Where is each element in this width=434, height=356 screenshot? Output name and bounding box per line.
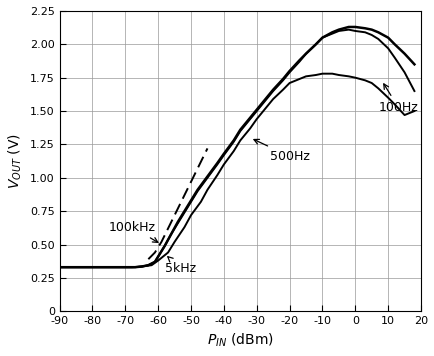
Text: 100kHz: 100kHz: [108, 221, 158, 242]
Text: 5kHz: 5kHz: [164, 257, 195, 275]
Text: 100Hz: 100Hz: [378, 84, 417, 114]
Text: 500Hz: 500Hz: [253, 140, 309, 163]
Y-axis label: $V_{OUT}$ (V): $V_{OUT}$ (V): [7, 133, 24, 189]
X-axis label: $P_{IN}$ (dBm): $P_{IN}$ (dBm): [207, 332, 273, 349]
